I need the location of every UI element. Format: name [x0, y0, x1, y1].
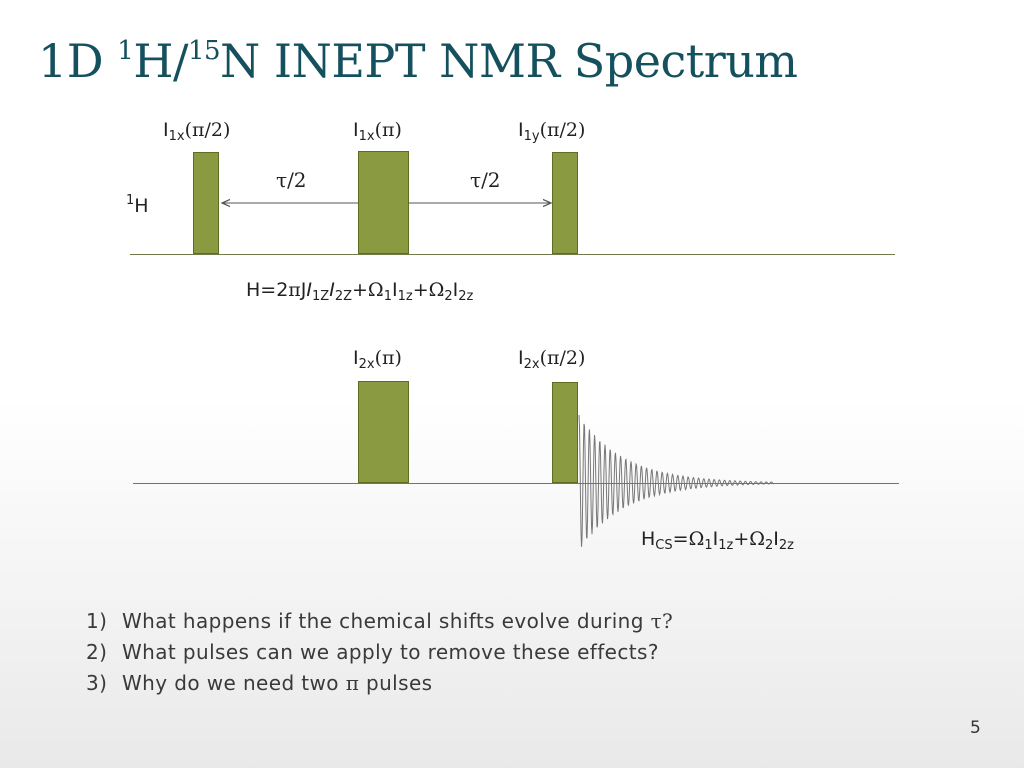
pulse-1h-180x — [358, 151, 409, 254]
title-part-2: H/ — [133, 34, 188, 88]
pulse-15n-180x — [358, 381, 409, 483]
delay-label-2: τ/2 — [470, 168, 501, 192]
pulse-label-i1y-pi2: I1y(π/2) — [518, 119, 586, 144]
pulse-label-i1x-pi2: I1x(π/2) — [163, 119, 231, 144]
question-item: 1) What happens if the chemical shifts ev… — [86, 609, 674, 633]
page-title: 1D 1H/15N INEPT NMR Spectrum — [38, 36, 798, 84]
channel-label-1h: 1H — [126, 193, 149, 217]
question-list: 1) What happens if the chemical shifts ev… — [86, 607, 673, 700]
title-part-3: N INEPT NMR Spectrum — [220, 34, 798, 88]
question-item: 2) What pulses can we apply to remove the… — [86, 640, 659, 664]
axis-1h — [130, 254, 895, 255]
pulse-label-i1x-pi: I1x(π) — [353, 119, 402, 144]
pulse-15n-90x — [552, 382, 578, 483]
chemical-shift-hamiltonian-label: HCS=Ω1I1z+Ω2I2z — [641, 528, 795, 553]
question-item: 3) Why do we need two π pulses — [86, 671, 433, 695]
pulse-1h-90x — [193, 152, 219, 254]
axis-15n — [133, 483, 899, 484]
title-superscript-15: 15 — [187, 36, 221, 66]
slide-number: 5 — [970, 718, 981, 738]
title-superscript-1: 1 — [117, 36, 134, 66]
pulse-label-i2x-pi: I2x(π) — [353, 347, 402, 372]
delay-label-1: τ/2 — [276, 168, 307, 192]
hamiltonian-label: H=2πJI1ZI2Z+Ω1I1z+Ω2I2z — [246, 279, 474, 304]
title-part-1: 1D — [38, 34, 118, 88]
pulse-1h-90y — [552, 152, 578, 254]
pulse-label-i2x-pi2: I2x(π/2) — [518, 347, 586, 372]
